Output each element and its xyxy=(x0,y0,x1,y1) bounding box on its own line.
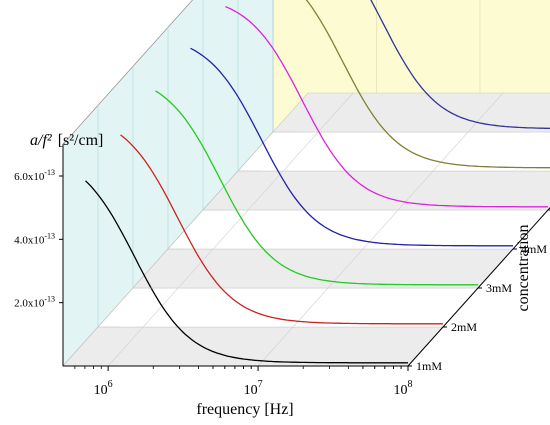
series-line xyxy=(305,0,550,169)
x-axis-title: frequency [Hz] xyxy=(196,401,293,418)
concentration-tick-label: 2mM xyxy=(451,320,477,334)
x-tick-exponent: 8 xyxy=(408,379,413,390)
floor-band xyxy=(167,209,549,250)
y-tick-label: 2.0x10-13 xyxy=(14,295,55,310)
y-axis-title-unit: [s²/cm] xyxy=(58,132,104,149)
series-line xyxy=(120,134,443,325)
concentration-tick-label: 1mM xyxy=(416,359,442,373)
chart-series xyxy=(63,0,550,367)
floor-gridline xyxy=(107,92,354,367)
y-axis-title: a/f² [s²/cm] xyxy=(30,132,103,149)
floor-band xyxy=(132,248,514,289)
series-line xyxy=(370,0,550,130)
concentration-tick-label: 4mM xyxy=(521,242,547,256)
floor-band xyxy=(272,92,550,133)
x-tick-exponent: 6 xyxy=(108,379,113,390)
chart-floor xyxy=(62,92,550,367)
concentration-tick-label: 3mM xyxy=(486,281,512,295)
y-tick-label: 6.0x10-13 xyxy=(14,168,55,183)
x-tick-label: 107 xyxy=(244,379,263,398)
series-line xyxy=(190,47,513,247)
y-tick-exponent: -13 xyxy=(44,295,55,304)
y-tick-exponent: -13 xyxy=(44,231,55,240)
floor-band xyxy=(202,170,550,211)
series-line xyxy=(155,90,478,286)
z-axis-title: concentration xyxy=(515,224,532,311)
floor-gridline xyxy=(257,92,504,367)
x-tick-label: 106 xyxy=(94,379,113,398)
chart-axes xyxy=(59,144,550,371)
x-tick-exponent: 7 xyxy=(258,379,263,390)
y-axis-title-variable: a/f² xyxy=(30,132,53,149)
series-line xyxy=(85,180,408,364)
y-tick-label: 4.0x10-13 xyxy=(14,231,55,246)
y-tick-exponent: -13 xyxy=(44,168,55,177)
floor-band xyxy=(237,131,550,172)
x-tick-label: 108 xyxy=(394,379,413,398)
series-line xyxy=(225,6,548,208)
